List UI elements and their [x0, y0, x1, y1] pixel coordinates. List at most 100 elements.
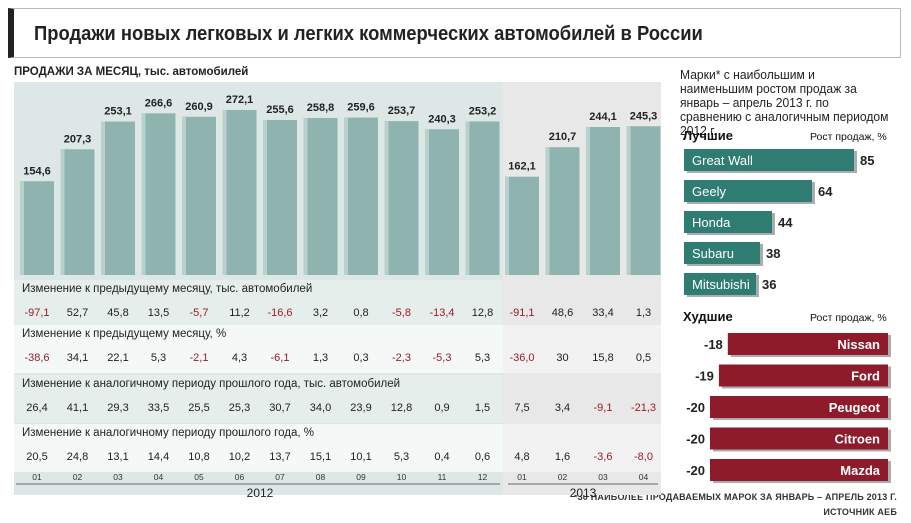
month-tick-label: 10	[397, 472, 407, 482]
bar	[384, 121, 419, 276]
table-cell: 5,3	[151, 352, 166, 364]
table-cell: 13,5	[148, 307, 169, 319]
table-cell: -36,0	[509, 352, 534, 364]
bar	[60, 149, 95, 275]
month-tick-label: 04	[154, 472, 164, 482]
worst-brand-name: Citroen	[835, 432, 881, 447]
best-brand-name: Subaru	[692, 246, 734, 261]
month-tick-label: 08	[316, 472, 326, 482]
bar	[222, 110, 257, 275]
best-brand-value: 85	[860, 153, 874, 168]
bar-value-label: 258,8	[307, 102, 335, 114]
bar-highlight	[20, 181, 24, 275]
month-tick-label: 06	[235, 472, 245, 482]
bar-value-label: 253,7	[388, 105, 416, 117]
worst-bar	[718, 364, 888, 387]
bar-highlight	[626, 126, 631, 276]
bar-highlight	[384, 121, 389, 276]
bar-value-label: 245,3	[630, 110, 658, 122]
bar-value-label: 272,1	[226, 94, 254, 106]
bar-highlight	[303, 118, 308, 275]
table-row-bg	[503, 375, 661, 423]
table-cell: 0,9	[434, 402, 449, 414]
best-bar	[684, 211, 772, 233]
bar-value-label: 210,7	[549, 131, 577, 143]
worst-brand-value: -18	[704, 337, 723, 352]
table-cell: 34,1	[67, 352, 88, 364]
month-tick-label: 02	[73, 472, 83, 482]
month-tick-label: 03	[113, 472, 123, 482]
table-cell: 41,1	[67, 402, 88, 414]
worst-brand-value: -20	[686, 432, 705, 447]
table-row-bg	[503, 325, 661, 373]
chart-subtitle: ПРОДАЖИ ЗА МЕСЯЦ, тыс. автомобилей	[14, 66, 249, 78]
bar	[505, 176, 539, 275]
bar-value-label: 207,3	[64, 133, 92, 145]
bar-highlight	[182, 116, 186, 275]
worst-bar	[727, 333, 888, 355]
bar-highlight	[222, 110, 227, 275]
month-tick-label: 12	[478, 472, 488, 482]
table-cell: 0,8	[353, 307, 368, 319]
table-cell: 13,7	[269, 451, 290, 463]
table-cell: 10,2	[229, 451, 250, 463]
table-row-label: Изменение к предыдущему месяцу, %	[22, 328, 226, 340]
bar-value-label: 253,2	[469, 105, 497, 117]
table-cell: 1,6	[555, 451, 570, 463]
bar-highlight	[505, 176, 509, 275]
table-row-label: Изменение к аналогичному периоду прошлог…	[22, 427, 314, 439]
month-tick-label: 07	[275, 472, 285, 482]
table-cell: -97,1	[24, 307, 49, 319]
year-label-2013: 2013	[570, 486, 597, 500]
table-cell: -5,7	[190, 307, 209, 319]
table-cell: -2,1	[190, 352, 209, 364]
table-cell: 7,5	[514, 402, 529, 414]
table-cell: 1,5	[475, 402, 490, 414]
worst-brand-name: Ford	[851, 369, 880, 384]
bar-value-label: 255,6	[266, 104, 294, 116]
table-cell: 30	[556, 352, 568, 364]
bar-highlight	[545, 147, 550, 275]
worst-brand-name: Mazda	[840, 463, 881, 478]
best-bar	[684, 242, 760, 264]
table-cell: -5,8	[392, 307, 411, 319]
table-cell: 29,3	[107, 402, 128, 414]
bar-highlight	[465, 121, 470, 275]
bar-highlight	[263, 120, 267, 275]
table-cell: -38,6	[24, 352, 49, 364]
table-cell: 34,0	[310, 402, 331, 414]
month-tick-label: 04	[639, 472, 649, 482]
table-cell: -9,1	[594, 402, 613, 414]
month-tick-label: 05	[194, 472, 204, 482]
table-cell: 24,8	[67, 451, 88, 463]
table-cell: 33,5	[148, 402, 169, 414]
best-label: Лучшие	[683, 128, 733, 143]
page-title: Продажи новых легковых и легких коммерче…	[34, 23, 703, 45]
bar	[141, 113, 176, 275]
footnote: *30 НАИБОЛЕЕ ПРОДАВАЕМЫХ МАРОК ЗА ЯНВАРЬ…	[573, 492, 897, 502]
table-cell: 5,3	[475, 352, 490, 364]
table-cell: 52,7	[67, 307, 88, 319]
bar	[182, 116, 216, 275]
bar	[586, 126, 620, 275]
bar	[20, 181, 54, 275]
table-cell: -5,3	[433, 352, 452, 364]
worst-bar	[710, 459, 888, 481]
table-cell: 0,5	[636, 352, 651, 364]
best-brand-value: 36	[762, 277, 776, 292]
table-cell: -91,1	[509, 307, 534, 319]
table-cell: 20,5	[26, 451, 47, 463]
year-label-2012: 2012	[247, 486, 274, 500]
table-cell: 11,2	[229, 307, 250, 319]
bar-value-label: 266,6	[145, 97, 173, 109]
table-cell: 25,5	[188, 402, 209, 414]
bar	[263, 120, 297, 275]
table-row-bg	[14, 280, 503, 328]
bar-highlight	[586, 126, 590, 275]
bar	[303, 118, 338, 275]
table-row-bg	[14, 325, 503, 373]
table-cell: -13,4	[429, 307, 454, 319]
bar-highlight	[425, 129, 429, 275]
